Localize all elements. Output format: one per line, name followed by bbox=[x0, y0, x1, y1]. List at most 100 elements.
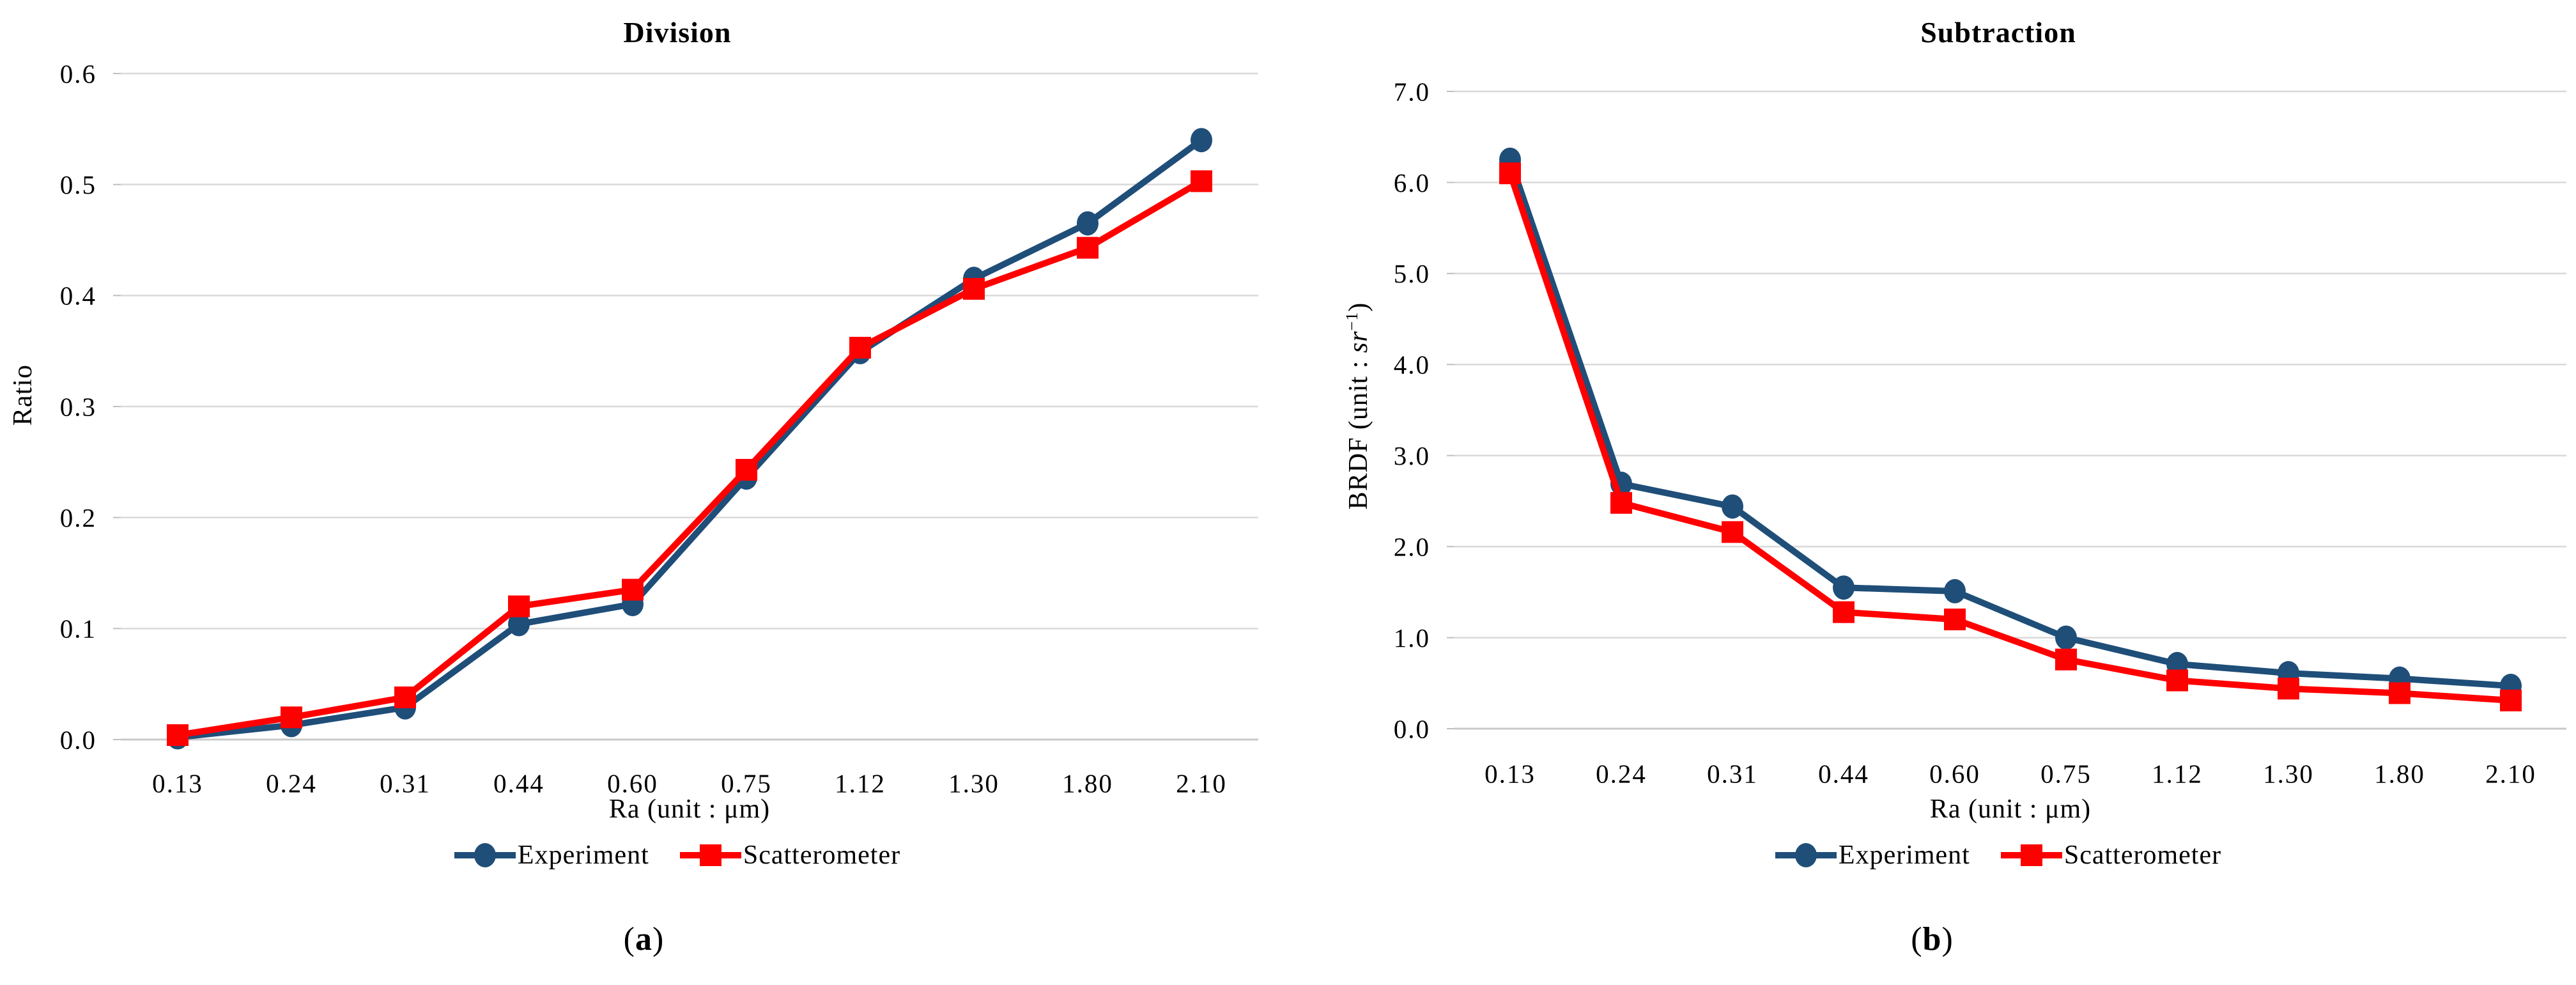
x-tick-label: 1.30 bbox=[2263, 759, 2314, 788]
legend-item-experiment: Experiment bbox=[1775, 840, 1970, 871]
data-point-scatterometer bbox=[2166, 669, 2188, 692]
data-point-experiment bbox=[1191, 128, 1212, 153]
data-point-scatterometer bbox=[167, 724, 189, 747]
y-tick-label: 2.0 bbox=[1394, 532, 1430, 561]
x-tick-label: 1.80 bbox=[1062, 768, 1113, 798]
legend-item-scatterometer: Scatterometer bbox=[679, 840, 901, 871]
y-tick-label: 0.3 bbox=[60, 392, 96, 421]
data-point-scatterometer bbox=[281, 706, 302, 729]
y-tick-label: 4.0 bbox=[1394, 350, 1430, 380]
caption-paren-close: ) bbox=[652, 921, 665, 958]
caption-paren-open: ( bbox=[623, 921, 635, 958]
data-point-scatterometer bbox=[1833, 601, 1855, 623]
data-point-scatterometer bbox=[2500, 689, 2522, 711]
data-point-experiment bbox=[1722, 494, 1743, 519]
legend-label: Experiment bbox=[517, 841, 649, 870]
data-point-scatterometer bbox=[849, 336, 871, 359]
x-tick-label: 0.60 bbox=[1929, 759, 1980, 788]
subfigure-caption-b: (b) bbox=[1288, 920, 2576, 958]
x-tick-label: 1.30 bbox=[948, 768, 999, 798]
y-tick-label: 1.0 bbox=[1394, 623, 1430, 653]
data-point-scatterometer bbox=[2278, 678, 2299, 700]
x-tick-label: 1.12 bbox=[835, 768, 886, 798]
chart-title-division: Division bbox=[623, 16, 732, 49]
y-tick-label: 3.0 bbox=[1394, 441, 1430, 470]
data-point-legend-experiment bbox=[1794, 843, 1817, 867]
division-chart: Division Ratio 0.0 0.1 0.2 0.3 0.4 0.5 0.6 0.13… bbox=[0, 16, 1288, 958]
subtraction-chart: Subtraction BRDF (unit : sr−1) 0.0 1.0 2.0… bbox=[1288, 0, 2576, 985]
x-tick-label: 0.24 bbox=[266, 768, 317, 798]
data-point-experiment bbox=[2055, 625, 2077, 650]
legend: Experiment Scatterometer bbox=[1430, 839, 2566, 872]
legend-circle-marker-icon bbox=[454, 843, 516, 867]
data-point-legend-experiment bbox=[474, 843, 496, 867]
x-tick-label: 1.12 bbox=[2152, 759, 2203, 788]
caption-letter: a bbox=[635, 921, 652, 958]
y-tick-label: 0.5 bbox=[60, 170, 96, 199]
data-point-scatterometer bbox=[622, 578, 644, 601]
data-point-scatterometer bbox=[394, 686, 416, 709]
data-point-experiment bbox=[1077, 211, 1099, 236]
division-plot-area: 0.0 0.1 0.2 0.3 0.4 0.5 0.6 0.13 0.24 0.31 0.44 0.6… bbox=[60, 59, 1258, 798]
y-tick-label: 0.0 bbox=[60, 725, 96, 754]
y-tick-label: 0.1 bbox=[60, 614, 96, 644]
y-tick-label: 5.0 bbox=[1394, 259, 1430, 288]
data-point-legend-scatterometer bbox=[2020, 844, 2042, 866]
caption-paren-open: ( bbox=[1911, 921, 1923, 958]
data-point-scatterometer bbox=[1077, 237, 1099, 259]
caption-letter: b bbox=[1922, 921, 1942, 958]
x-tick-label: 0.31 bbox=[1707, 759, 1758, 788]
y-tick-label: 0.0 bbox=[1394, 714, 1430, 743]
data-point-scatterometer bbox=[508, 595, 530, 617]
x-tick-label: 0.75 bbox=[2040, 759, 2092, 788]
legend-circle-marker-icon bbox=[1775, 843, 1837, 867]
y-tick-label: 7.0 bbox=[1394, 77, 1430, 106]
series-line-experiment bbox=[1507, 156, 2514, 690]
data-point-experiment bbox=[1944, 578, 1966, 603]
y-tick-label: 0.6 bbox=[60, 59, 96, 88]
series-line-scatterometer bbox=[174, 178, 1205, 739]
data-point-scatterometer bbox=[1722, 521, 1743, 543]
series-line-experiment bbox=[174, 137, 1205, 741]
x-tick-label: 1.80 bbox=[2374, 759, 2425, 788]
y-tick-label: 0.2 bbox=[60, 503, 96, 532]
legend-label: Scatterometer bbox=[2063, 841, 2222, 870]
x-tick-label: 0.31 bbox=[380, 768, 431, 798]
x-tick-label: 0.13 bbox=[152, 768, 203, 798]
data-point-scatterometer bbox=[963, 277, 985, 300]
x-axis-title: Ra (unit : μm) bbox=[608, 795, 771, 824]
x-tick-label: 2.10 bbox=[2485, 759, 2536, 788]
data-point-scatterometer bbox=[1610, 492, 1632, 514]
legend-square-marker-icon bbox=[2000, 844, 2062, 866]
chart-title-subtraction: Subtraction bbox=[1920, 16, 2076, 49]
data-point-legend-scatterometer bbox=[699, 844, 721, 866]
x-tick-label: 0.13 bbox=[1485, 759, 1536, 788]
y-tick-label: 0.4 bbox=[60, 281, 96, 311]
data-point-scatterometer bbox=[1499, 162, 1521, 185]
legend-label: Scatterometer bbox=[743, 841, 901, 870]
x-tick-label: 0.60 bbox=[607, 768, 658, 798]
data-point-experiment bbox=[508, 612, 530, 637]
data-point-scatterometer bbox=[736, 458, 757, 481]
y-tick-label: 6.0 bbox=[1394, 168, 1430, 198]
x-tick-label: 0.24 bbox=[1596, 759, 1647, 788]
subfigure-caption-a: (a) bbox=[0, 920, 1288, 958]
data-point-scatterometer bbox=[1944, 609, 1966, 631]
x-axis-title: Ra (unit : μm) bbox=[1929, 795, 2092, 824]
series-line-scatterometer bbox=[1507, 170, 2514, 704]
legend-item-experiment: Experiment bbox=[454, 840, 649, 871]
data-point-experiment bbox=[1833, 575, 1855, 600]
subtraction-plot-area: 0.0 1.0 2.0 3.0 4.0 5.0 6.0 7.0 0.13 0.24 0.31 0.44… bbox=[1394, 77, 2566, 788]
legend-item-scatterometer: Scatterometer bbox=[2000, 840, 2222, 871]
x-tick-label: 0.44 bbox=[1818, 759, 1869, 788]
legend: Experiment Scatterometer bbox=[96, 839, 1259, 872]
caption-paren-close: ) bbox=[1941, 921, 1954, 958]
data-point-scatterometer bbox=[2389, 682, 2410, 704]
data-point-scatterometer bbox=[2055, 648, 2077, 671]
x-tick-label: 0.75 bbox=[721, 768, 772, 798]
legend-square-marker-icon bbox=[679, 844, 741, 866]
data-point-scatterometer bbox=[1191, 170, 1212, 192]
legend-label: Experiment bbox=[1838, 841, 1970, 870]
x-tick-label: 2.10 bbox=[1176, 768, 1227, 798]
